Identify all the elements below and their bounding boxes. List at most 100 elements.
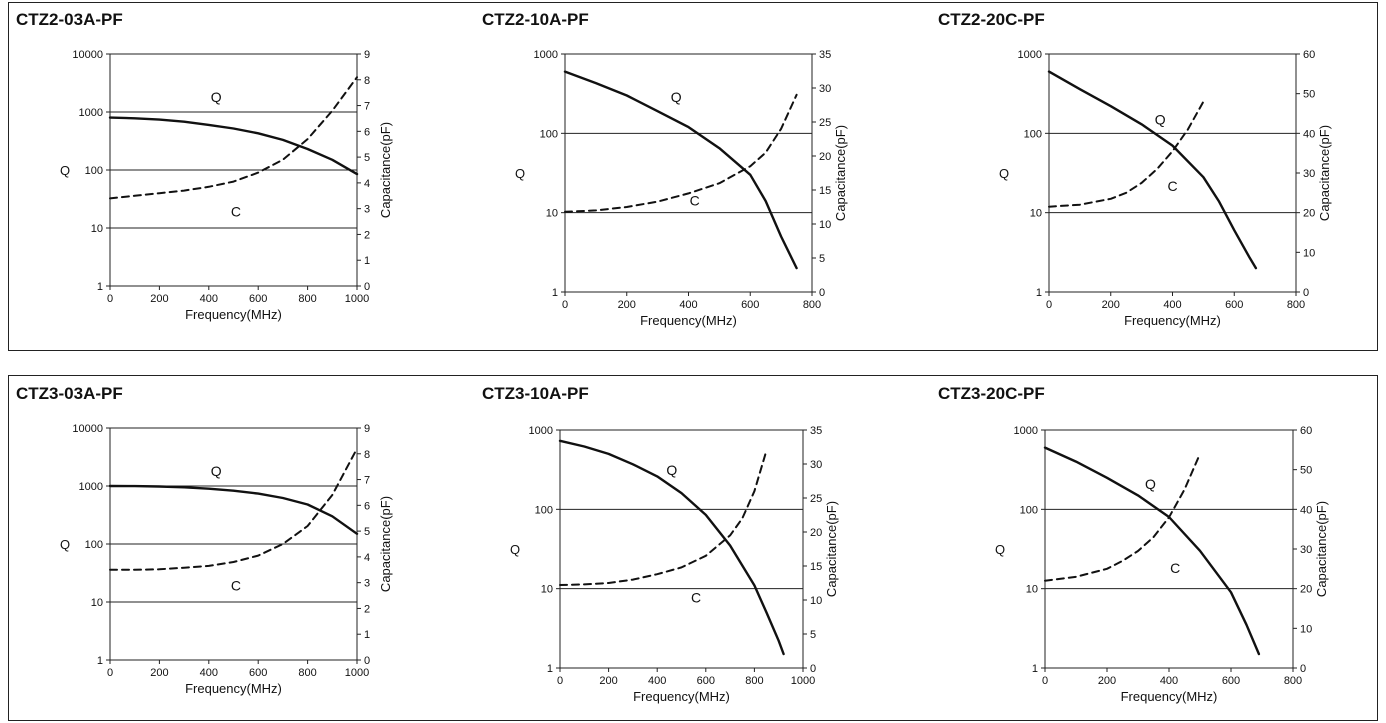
chart-title: CTZ3-20C-PF (938, 384, 1045, 403)
y-tick-label: 100 (540, 128, 558, 140)
y2-tick-label: 10 (1303, 247, 1315, 259)
curve-label: Q (211, 463, 222, 479)
x-tick-label: 1000 (345, 667, 369, 679)
chart-panel-bottom (8, 375, 1378, 721)
y2-tick-label: 10 (1300, 623, 1312, 635)
x-tick-label: 0 (107, 293, 113, 305)
curve-label: C (1167, 178, 1177, 194)
y-tick-label: 100 (85, 165, 103, 177)
y-tick-label: 100 (1020, 504, 1038, 516)
y2-tick-label: 20 (1300, 584, 1312, 596)
y2-tick-label: 0 (364, 655, 370, 667)
y-tick-label: 10 (1026, 584, 1038, 596)
x-tick-label: 0 (557, 675, 563, 687)
x-tick-label: 400 (1160, 675, 1178, 687)
y2-tick-label: 2 (364, 603, 370, 615)
x-tick-label: 0 (107, 667, 113, 679)
x-tick-label: 200 (150, 293, 168, 305)
y-axis-label: Q (510, 542, 520, 557)
plot-frame (559, 429, 804, 669)
x-tick-label: 800 (803, 299, 821, 311)
y2-tick-label: 10 (819, 219, 831, 231)
y2-axis-label: Capacitance(pF) (378, 122, 393, 218)
x-axis-label: Frequency(MHz) (185, 681, 282, 696)
y2-tick-label: 6 (364, 500, 370, 512)
y2-tick-label: 4 (364, 552, 370, 564)
x-tick-label: 400 (200, 293, 218, 305)
y-tick-label: 1 (97, 655, 103, 667)
y2-tick-label: 0 (810, 663, 816, 675)
y2-tick-label: 20 (1303, 208, 1315, 220)
y2-axis-label: Capacitance(pF) (378, 496, 393, 592)
x-tick-label: 1000 (791, 675, 815, 687)
y2-tick-label: 3 (364, 578, 370, 590)
y2-tick-label: 4 (364, 178, 370, 190)
x-tick-label: 800 (1284, 675, 1302, 687)
y2-tick-label: 25 (810, 493, 822, 505)
y2-tick-label: 50 (1300, 465, 1312, 477)
x-axis-label: Frequency(MHz) (185, 307, 282, 322)
y2-tick-label: 0 (1303, 287, 1309, 299)
y2-axis-label: Capacitance(pF) (824, 501, 839, 597)
y-tick-label: 10 (91, 597, 103, 609)
y2-tick-label: 50 (1303, 89, 1315, 101)
y2-tick-label: 40 (1303, 128, 1315, 140)
y2-tick-label: 5 (819, 253, 825, 265)
y2-tick-label: 8 (364, 75, 370, 87)
curve-label: Q (1155, 111, 1166, 127)
c-curve (1048, 100, 1205, 208)
y2-tick-label: 20 (819, 151, 831, 163)
x-tick-label: 0 (1046, 299, 1052, 311)
q-curve (108, 116, 359, 176)
y-axis-label: Q (60, 163, 70, 178)
y-tick-label: 10000 (72, 423, 103, 435)
x-tick-label: 800 (745, 675, 763, 687)
y-axis-label: Q (515, 166, 525, 181)
y2-tick-label: 15 (810, 561, 822, 573)
plot-frame (564, 53, 813, 293)
y-tick-label: 1 (547, 663, 553, 675)
x-axis-label: Frequency(MHz) (1124, 313, 1221, 328)
y2-tick-label: 8 (364, 449, 370, 461)
y2-tick-label: 10 (810, 595, 822, 607)
y-tick-label: 100 (1024, 128, 1042, 140)
c-curve (109, 447, 358, 571)
y2-axis-label: Capacitance(pF) (833, 125, 848, 221)
y2-tick-label: 2 (364, 229, 370, 241)
x-tick-label: 800 (298, 667, 316, 679)
curve-label: C (690, 193, 700, 209)
y2-tick-label: 30 (819, 83, 831, 95)
x-tick-label: 600 (741, 299, 759, 311)
y-tick-label: 1000 (1018, 49, 1042, 61)
curve-label: C (1170, 560, 1180, 576)
chart-panel-top (8, 2, 1378, 351)
y2-tick-label: 9 (364, 423, 370, 435)
chart-title: CTZ3-03A-PF (16, 384, 123, 403)
c-curve (564, 93, 798, 213)
y-tick-label: 10 (91, 223, 103, 235)
x-axis-label: Frequency(MHz) (633, 689, 730, 704)
y2-tick-label: 30 (1303, 168, 1315, 180)
y-tick-label: 1 (97, 281, 103, 293)
x-tick-label: 600 (1225, 299, 1243, 311)
q-curve (558, 439, 785, 656)
x-tick-label: 200 (599, 675, 617, 687)
y2-tick-label: 5 (364, 152, 370, 164)
y2-tick-label: 5 (364, 526, 370, 538)
x-tick-label: 600 (1222, 675, 1240, 687)
y-tick-label: 1000 (529, 425, 553, 437)
y2-tick-label: 35 (819, 49, 831, 61)
y-axis-label: Q (60, 537, 70, 552)
chart-title: CTZ2-03A-PF (16, 10, 123, 29)
y2-tick-label: 35 (810, 425, 822, 437)
x-axis-label: Frequency(MHz) (1121, 689, 1218, 704)
y2-tick-label: 0 (1300, 663, 1306, 675)
x-tick-label: 200 (150, 667, 168, 679)
y-tick-label: 1000 (79, 481, 103, 493)
x-tick-label: 800 (298, 293, 316, 305)
y2-tick-label: 9 (364, 49, 370, 61)
y2-tick-label: 6 (364, 126, 370, 138)
x-tick-label: 200 (1098, 675, 1116, 687)
y-tick-label: 10 (546, 208, 558, 220)
y-axis-label: Q (995, 542, 1005, 557)
